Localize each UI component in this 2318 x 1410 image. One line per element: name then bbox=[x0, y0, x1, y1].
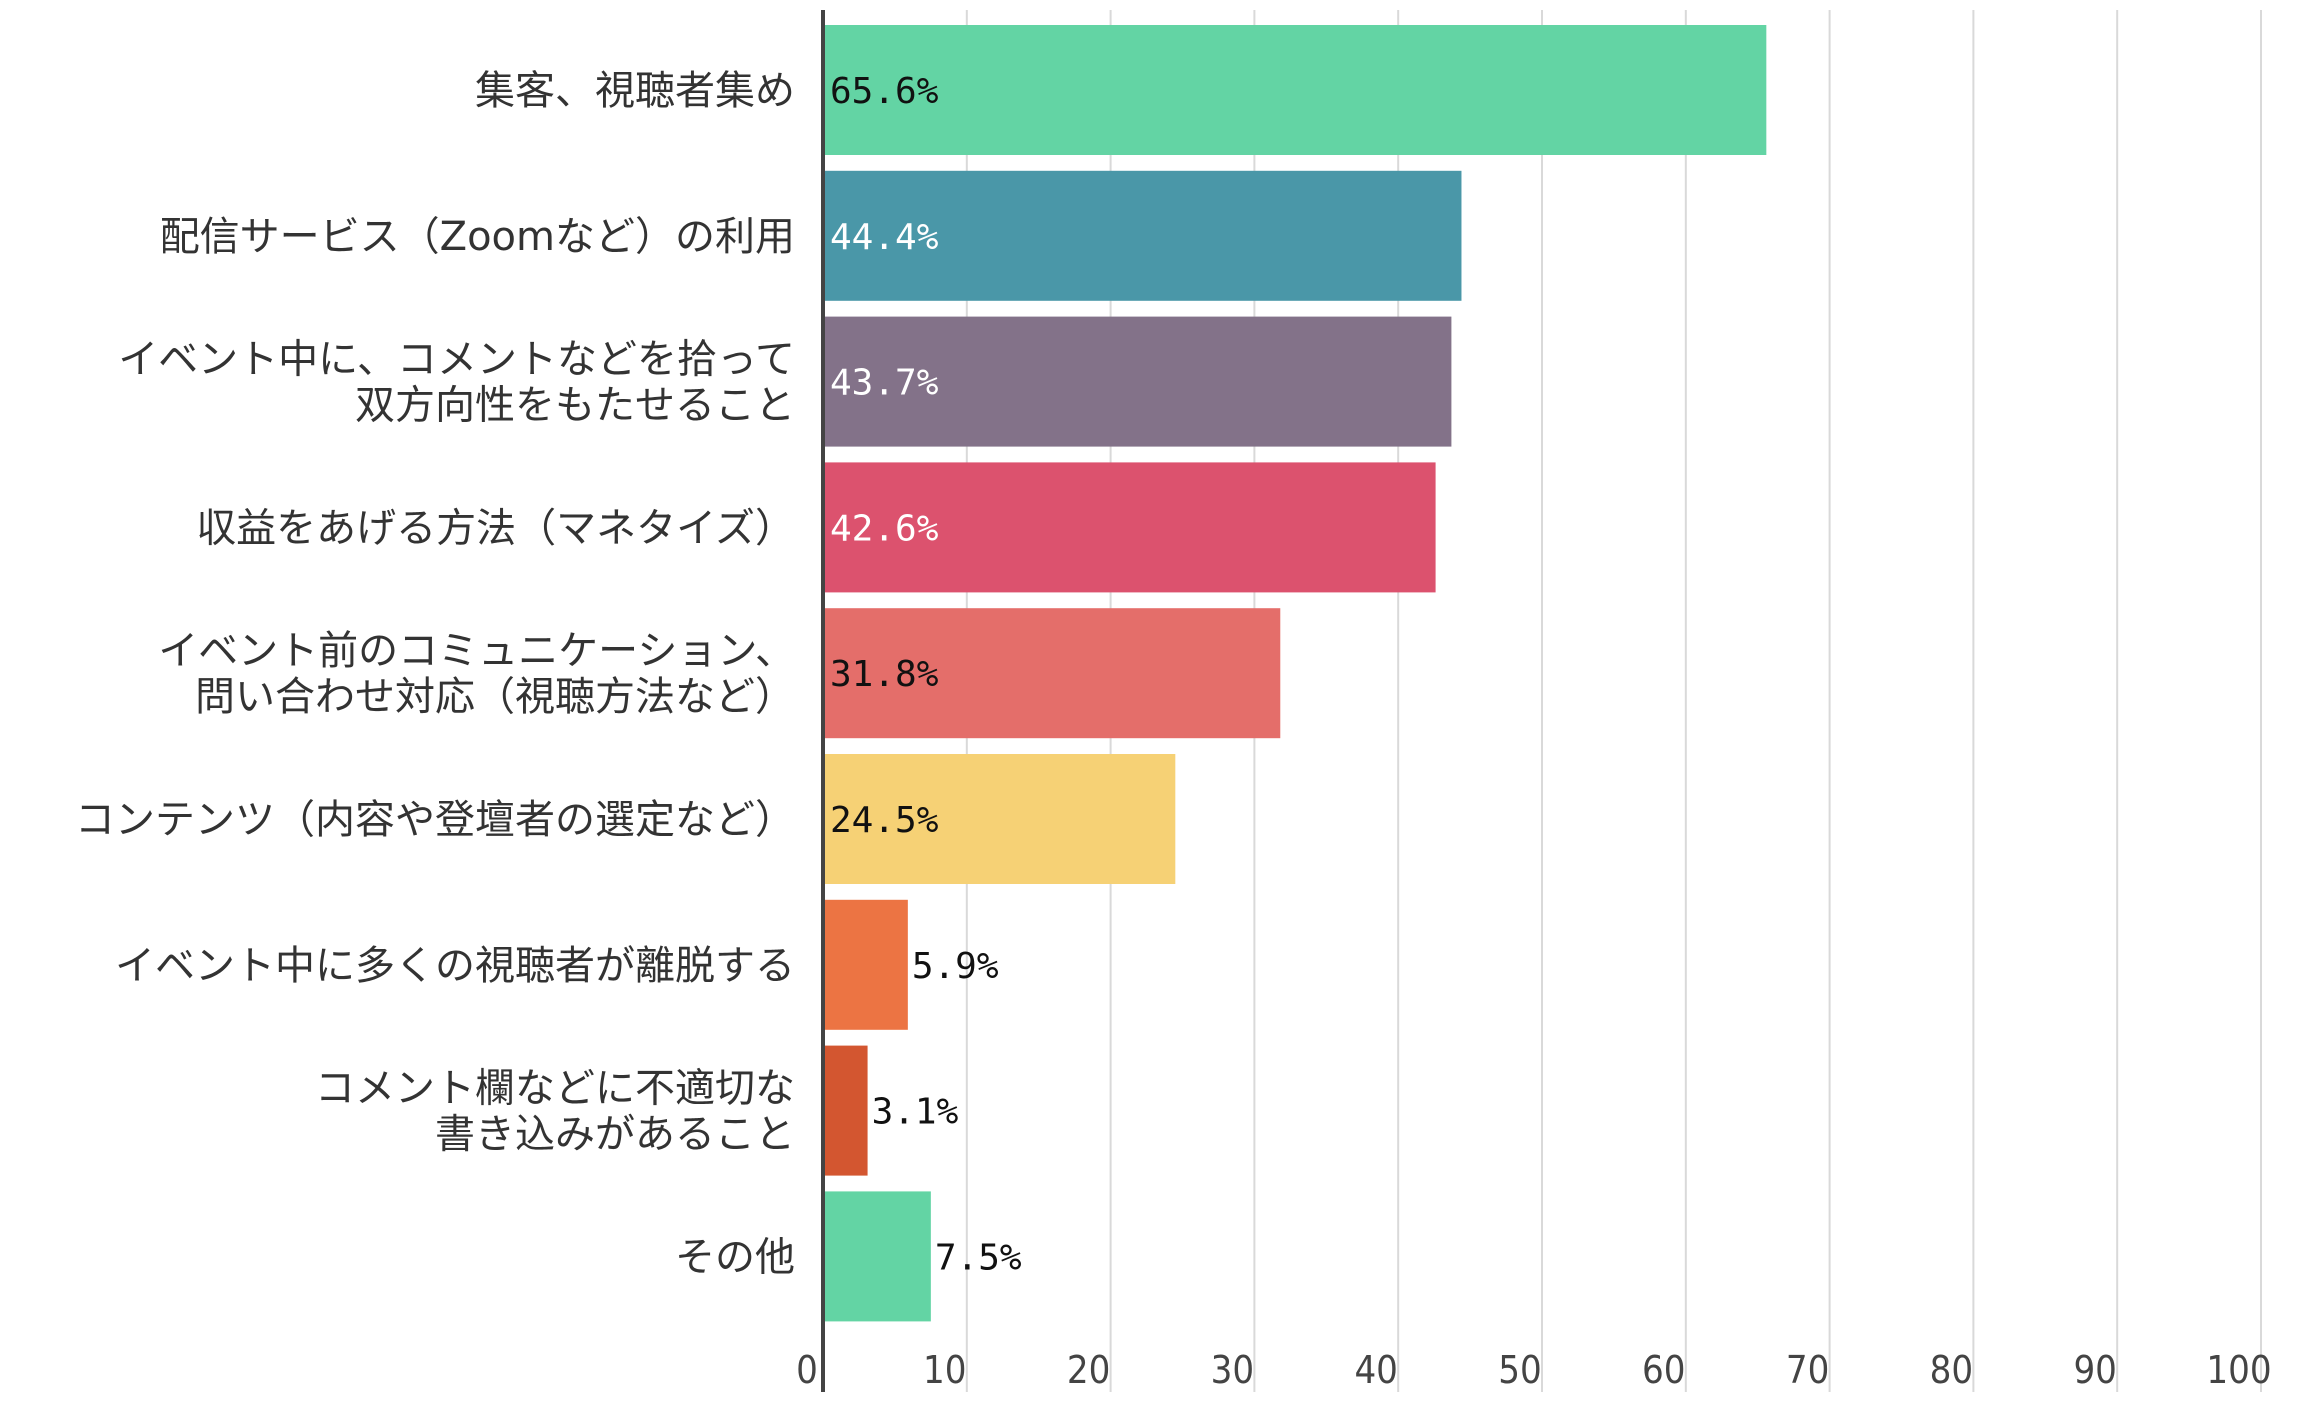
data-label-5: 31.8% bbox=[830, 654, 939, 695]
data-label-2: 44.4% bbox=[830, 217, 939, 258]
data-label-9: 7.5% bbox=[935, 1237, 1022, 1278]
category-label-line: 配信サービス（Zoomなど）の利用 bbox=[160, 214, 795, 260]
category-label-line: イベント中に、コメントなどを拾って bbox=[118, 337, 795, 383]
category-label-line: コンテンツ（内容や登壇者の選定など） bbox=[75, 797, 795, 843]
category-label-line: 書き込みがあること bbox=[435, 1112, 795, 1158]
bar-7 bbox=[823, 899, 908, 1030]
x-tick-label-80: 80 bbox=[1930, 1348, 1974, 1392]
data-label-1: 65.6% bbox=[830, 71, 939, 112]
x-tick-label-0: 0 bbox=[796, 1348, 818, 1392]
data-label-7: 5.9% bbox=[912, 946, 999, 987]
x-tick-label-70: 70 bbox=[1786, 1348, 1830, 1392]
data-label-6: 24.5% bbox=[830, 800, 939, 841]
category-label-line: 双方向性をもたせること bbox=[355, 383, 795, 429]
bar-1 bbox=[823, 25, 1767, 155]
category-label-3: イベント中に、コメントなどを拾って双方向性をもたせること bbox=[118, 337, 795, 429]
x-tick-label-90: 90 bbox=[2073, 1348, 2117, 1392]
category-label-5: イベント前のコミュニケーション、問い合わせ対応（視聴方法など） bbox=[158, 628, 795, 720]
bar-9 bbox=[823, 1191, 931, 1322]
x-tick-label-30: 30 bbox=[1211, 1348, 1255, 1392]
data-label-8: 3.1% bbox=[872, 1092, 959, 1133]
bar-8 bbox=[823, 1045, 868, 1176]
x-tick-label-20: 20 bbox=[1067, 1348, 1111, 1392]
category-label-6: コンテンツ（内容や登壇者の選定など） bbox=[75, 797, 795, 843]
x-tick-label-50: 50 bbox=[1498, 1348, 1542, 1392]
category-label-7: イベント中に多くの視聴者が離脱する bbox=[115, 943, 795, 989]
category-label-line: イベント中に多くの視聴者が離脱する bbox=[115, 943, 795, 989]
category-label-4: 収益をあげる方法（マネタイズ） bbox=[196, 505, 795, 551]
x-tick-label-60: 60 bbox=[1642, 1348, 1686, 1392]
bars bbox=[823, 25, 1767, 1322]
category-label-9: その他 bbox=[675, 1234, 795, 1280]
bar-5 bbox=[823, 608, 1281, 739]
bar-6 bbox=[823, 754, 1176, 884]
category-label-line: 集客、視聴者集め bbox=[475, 68, 795, 114]
category-label-line: イベント前のコミュニケーション、 bbox=[158, 628, 795, 674]
category-label-1: 集客、視聴者集め bbox=[475, 68, 795, 114]
bar-3 bbox=[823, 316, 1452, 447]
category-label-line: コメント欄などに不適切な bbox=[315, 1066, 795, 1112]
x-tick-label-40: 40 bbox=[1354, 1348, 1398, 1392]
bar-2 bbox=[823, 170, 1462, 301]
category-label-2: 配信サービス（Zoomなど）の利用 bbox=[160, 214, 795, 260]
x-tick-label-100: 100 bbox=[2206, 1348, 2271, 1392]
category-label-8: コメント欄などに不適切な書き込みがあること bbox=[315, 1066, 795, 1158]
category-label-line: 収益をあげる方法（マネタイズ） bbox=[196, 505, 795, 551]
category-label-line: 問い合わせ対応（視聴方法など） bbox=[195, 674, 795, 720]
labels: 0 10 20 30 40 50 60 70 80 90 100 65.6% 集客、視聴者集め 44.4%… bbox=[75, 68, 2272, 1392]
bar-4 bbox=[823, 462, 1436, 593]
data-label-3: 43.7% bbox=[830, 363, 939, 404]
x-tick-label-10: 10 bbox=[923, 1348, 967, 1392]
category-label-line: その他 bbox=[675, 1234, 795, 1280]
data-label-4: 42.6% bbox=[830, 508, 939, 549]
